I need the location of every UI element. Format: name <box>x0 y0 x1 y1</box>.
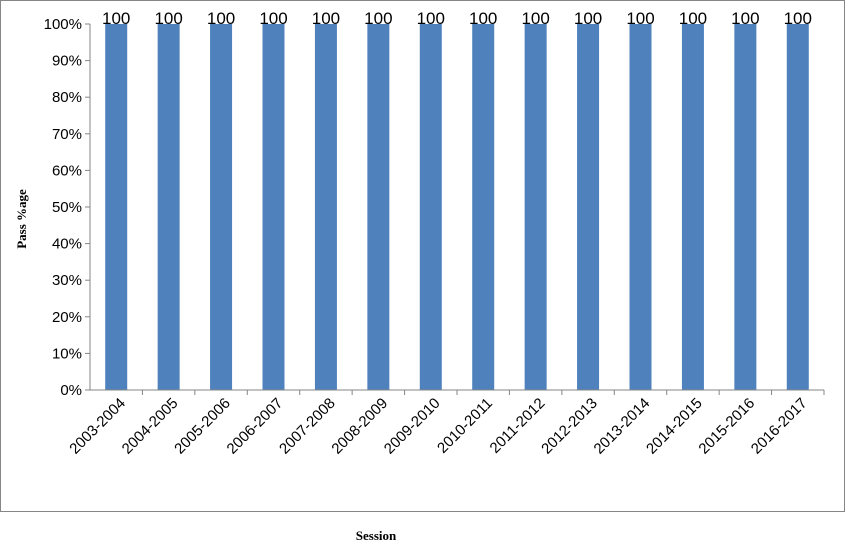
x-tick-label: 2014-2015 <box>643 395 706 458</box>
y-tick-label: 30% <box>52 272 82 289</box>
data-label: 100 <box>259 9 287 28</box>
x-tick-label: 2007-2008 <box>276 395 339 458</box>
x-tick-label: 2015-2016 <box>695 395 758 458</box>
chart-frame <box>0 0 845 512</box>
data-label: 100 <box>102 9 130 28</box>
x-tick-label: 2009-2010 <box>381 395 444 458</box>
bar <box>157 24 180 390</box>
data-label: 100 <box>207 9 235 28</box>
x-tick-label: 2003-2004 <box>66 395 129 458</box>
x-ticks: 2003-20042004-20052005-20062006-20072007… <box>66 390 825 458</box>
bar <box>262 24 285 390</box>
x-tick-label: 2004-2005 <box>119 395 182 458</box>
bar <box>734 24 757 390</box>
data-label: 100 <box>312 9 340 28</box>
data-label: 100 <box>784 9 812 28</box>
y-tick-label: 90% <box>52 53 82 70</box>
data-label: 100 <box>154 9 182 28</box>
bar <box>472 24 495 390</box>
data-label: 100 <box>731 9 759 28</box>
y-tick-label: 100% <box>44 16 82 33</box>
data-label: 100 <box>469 9 497 28</box>
y-tick-label: 60% <box>52 162 82 179</box>
y-tick-label: 70% <box>52 126 82 143</box>
y-tick-label: 10% <box>52 345 82 362</box>
bar <box>577 24 600 390</box>
axes-layer <box>89 24 824 391</box>
data-label: 100 <box>417 9 445 28</box>
bar <box>681 24 704 390</box>
bar <box>786 24 809 390</box>
bar <box>314 24 337 390</box>
bar <box>524 24 547 390</box>
x-tick-label: 2016-2017 <box>748 395 811 458</box>
bar <box>629 24 652 390</box>
y-tick-label: 80% <box>52 89 82 106</box>
y-tick-label: 50% <box>52 199 82 216</box>
x-axis-title: Session <box>356 528 397 543</box>
data-label: 100 <box>679 9 707 28</box>
y-tick-label: 20% <box>52 309 82 326</box>
data-label: 100 <box>574 9 602 28</box>
bar <box>105 24 128 390</box>
bar <box>367 24 390 390</box>
y-ticks: 0% 10% 20% 30% 40% 50% 60% 70% 80% 90% 100% <box>44 16 90 399</box>
data-label: 100 <box>626 9 654 28</box>
data-labels: 100 100 100 100 100 100 100 100 100 100 100 100 100 1… <box>102 9 812 28</box>
bar <box>419 24 442 390</box>
x-tick-label: 2012-2013 <box>538 395 601 458</box>
bar <box>210 24 233 390</box>
data-label: 100 <box>521 9 549 28</box>
data-label: 100 <box>364 9 392 28</box>
y-tick-label: 0% <box>60 382 82 399</box>
x-tick-label: 2013-2014 <box>591 395 654 458</box>
bars-layer <box>105 24 809 390</box>
x-tick-label: 2005-2006 <box>171 395 234 458</box>
y-axis-title: Pass %age <box>14 189 29 249</box>
x-tick-label: 2010-2011 <box>434 395 496 457</box>
x-tick-label: 2006-2007 <box>224 395 287 458</box>
x-tick-label: 2008-2009 <box>328 395 391 458</box>
y-tick-label: 40% <box>52 236 82 253</box>
